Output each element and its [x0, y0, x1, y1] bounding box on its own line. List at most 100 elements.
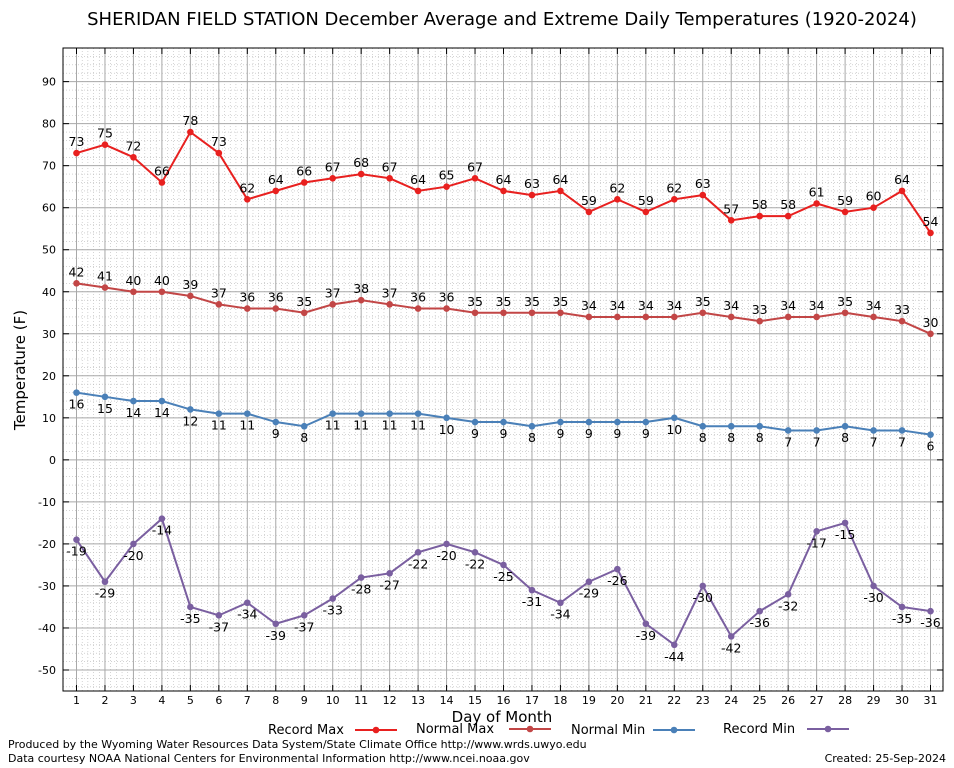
footer-courtesy: Data courtesy NOAA National Centers for … — [8, 752, 530, 765]
record-max-data-label: 62 — [609, 180, 625, 195]
record-min-data-label: -22 — [408, 556, 428, 571]
normal-min-point — [927, 431, 934, 438]
record-max-data-label: 57 — [723, 201, 739, 216]
record-max-data-label: 59 — [581, 193, 597, 208]
record-max-data-label: 65 — [439, 168, 455, 183]
record-min-point — [158, 515, 166, 522]
record-min-data-label: -26 — [607, 573, 627, 588]
record-max-data-label: 72 — [125, 138, 141, 153]
record-min-point — [756, 607, 763, 615]
record-min-point — [329, 595, 337, 602]
record-max-point — [101, 141, 109, 148]
record-max-point — [813, 200, 820, 207]
record-min-data-label: -29 — [95, 586, 115, 601]
x-tick-label: 17 — [525, 694, 539, 707]
legend-item-normal-min: Normal Min — [571, 723, 695, 738]
normal-min-data-label: 7 — [784, 434, 792, 449]
normal-max-point — [443, 305, 450, 312]
normal-max-point — [784, 313, 792, 321]
record-max-data-label: 62 — [666, 180, 682, 195]
normal-max-point — [557, 309, 564, 317]
x-tick-label: 1 — [73, 694, 80, 707]
normal-min-point — [329, 410, 337, 417]
normal-min-data-label: 6 — [927, 439, 935, 454]
x-tick-label: 31 — [924, 694, 938, 707]
record-min-point — [244, 599, 251, 607]
y-tick-label: 50 — [42, 244, 56, 257]
record-min-data-label: -30 — [693, 590, 713, 605]
legend-swatch-marker — [526, 725, 534, 733]
record-min-data-label: -39 — [266, 628, 286, 643]
record-min-series: -19-29-20-14-35-37-34-39-37-33-28 -27-22-… — [66, 515, 941, 664]
normal-min-data-label: 11 — [353, 418, 369, 433]
record-max-point — [784, 212, 792, 220]
normal-min-data-label: 9 — [556, 426, 564, 441]
record-max-point — [73, 149, 80, 157]
normal-min-point — [528, 422, 536, 430]
record-min-data-label: -25 — [493, 569, 513, 584]
normal-min-data-label: 8 — [300, 430, 308, 445]
record-max-data-label: 63 — [524, 176, 540, 191]
normal-max-data-label: 37 — [325, 285, 341, 300]
x-tick-label: 18 — [553, 694, 567, 707]
y-tick-label: -40 — [38, 622, 56, 635]
x-tick-label: 3 — [130, 694, 137, 707]
record-max-point — [727, 217, 735, 224]
record-max-data-label: 73 — [211, 134, 227, 149]
y-tick-label: 40 — [42, 286, 56, 299]
normal-max-data-label: 35 — [837, 294, 853, 309]
record-max-point — [898, 187, 906, 195]
record-min-data-label: -17 — [806, 535, 826, 550]
normal-max-point — [386, 301, 393, 308]
normal-min-point — [870, 427, 877, 434]
normal-max-point — [300, 309, 308, 317]
normal-min-point — [756, 422, 763, 430]
normal-min-point — [898, 427, 906, 434]
normal-max-data-label: 37 — [382, 285, 398, 300]
record-min-data-label: -30 — [863, 590, 883, 605]
record-min-point — [614, 565, 621, 573]
record-min-data-label: -44 — [664, 649, 684, 664]
record-min-point — [386, 570, 393, 577]
normal-min-point — [272, 418, 280, 426]
normal-min-point — [300, 422, 308, 430]
normal-min-series: 16 15 14 14 12 11 11 9 8 11 11 11 11 10 9 9 8 9 9 9 9 10 8 8 8 7 7… — [69, 389, 935, 454]
normal-max-data-label: 33 — [752, 302, 768, 317]
normal-min-data-label: 11 — [382, 418, 398, 433]
record-min-point — [642, 620, 650, 628]
record-max-point — [443, 183, 450, 190]
record-max-data-label: 54 — [923, 214, 939, 229]
normal-max-data-label: 34 — [809, 298, 825, 313]
x-tick-label: 25 — [753, 694, 767, 707]
record-min-data-label: -32 — [778, 598, 798, 613]
normal-max-point — [727, 313, 735, 321]
normal-max-point — [101, 284, 109, 291]
y-axis-label: Temperature (F) — [11, 310, 29, 431]
normal-min-data-label: 9 — [585, 426, 593, 441]
x-tick-label: 26 — [781, 694, 795, 707]
normal-max-data-label: 34 — [666, 298, 682, 313]
normal-min-data-label: 9 — [613, 426, 621, 441]
normal-max-point — [187, 292, 194, 300]
normal-min-data-label: 8 — [756, 430, 764, 445]
record-max-point — [927, 229, 934, 237]
record-min-data-label: -35 — [892, 611, 912, 626]
y-tick-label: 0 — [49, 454, 56, 467]
normal-min-point — [101, 393, 109, 401]
record-min-point — [130, 540, 137, 548]
normal-min-data-label: 8 — [699, 430, 707, 445]
record-max-point — [414, 187, 422, 195]
record-min-data-label: -20 — [123, 548, 143, 563]
normal-max-point — [500, 309, 507, 317]
normal-min-data-label: 7 — [870, 434, 878, 449]
x-tick-label: 2 — [101, 694, 108, 707]
normal-max-data-label: 40 — [125, 273, 141, 288]
normal-max-point — [898, 317, 906, 325]
x-tick-label: 24 — [724, 694, 738, 707]
normal-min-point — [699, 422, 707, 430]
normal-min-data-label: 9 — [500, 426, 508, 441]
normal-min-data-label: 15 — [97, 401, 113, 416]
normal-min-point — [244, 410, 251, 417]
record-max-point — [756, 212, 763, 220]
normal-min-point — [386, 410, 393, 417]
